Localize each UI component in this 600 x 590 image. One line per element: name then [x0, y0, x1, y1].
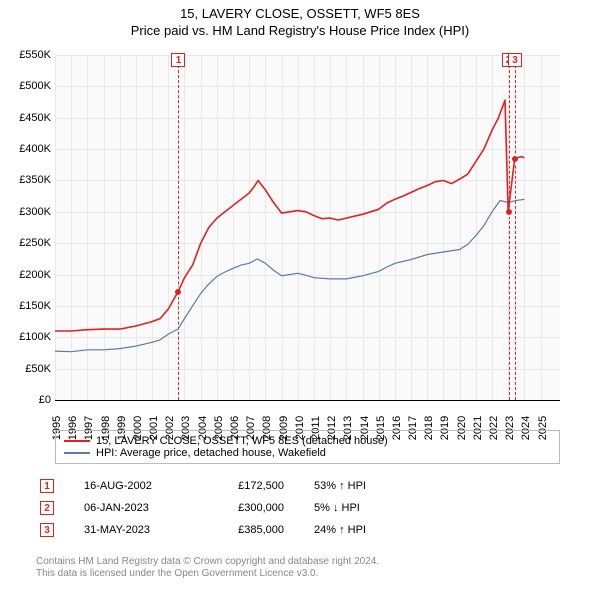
y-axis-label: £150K: [3, 300, 51, 312]
event-date: 06-JAN-2023: [84, 502, 184, 514]
event-row: 2 06-JAN-2023 £300,000 5% ↓ HPI: [40, 497, 414, 519]
y-axis-label: £450K: [3, 112, 51, 124]
event-row: 1 16-AUG-2002 £172,500 53% ↑ HPI: [40, 475, 414, 497]
event-row: 3 31-MAY-2023 £385,000 24% ↑ HPI: [40, 519, 414, 541]
plot-svg: [55, 55, 560, 400]
legend: 15, LAVERY CLOSE, OSSETT, WF5 8ES (detac…: [55, 430, 560, 464]
legend-row-price: 15, LAVERY CLOSE, OSSETT, WF5 8ES (detac…: [64, 435, 551, 447]
footer-line: This data is licensed under the Open Gov…: [36, 568, 379, 580]
y-axis-label: £550K: [3, 49, 51, 61]
event-badge-icon: 2: [40, 501, 54, 515]
chart-subtitle: Price paid vs. HM Land Registry's House …: [0, 23, 600, 38]
y-axis-label: £300K: [3, 206, 51, 218]
event-price: £172,500: [214, 480, 284, 492]
legend-label-hpi: HPI: Average price, detached house, Wake…: [96, 447, 326, 459]
event-diff: 53% ↑ HPI: [314, 480, 414, 492]
y-axis-label: £400K: [3, 143, 51, 155]
legend-swatch-hpi: [64, 452, 90, 454]
y-axis-label: £200K: [3, 269, 51, 281]
title-block: 15, LAVERY CLOSE, OSSETT, WF5 8ES Price …: [0, 0, 600, 40]
event-date: 16-AUG-2002: [84, 480, 184, 492]
footer-line: Contains HM Land Registry data © Crown c…: [36, 556, 379, 568]
y-axis-label: £350K: [3, 174, 51, 186]
y-axis-label: £250K: [3, 237, 51, 249]
event-price: £385,000: [214, 524, 284, 536]
chart: £0£50K£100K£150K£200K£250K£300K£350K£400…: [55, 55, 560, 400]
event-badge-icon: 3: [40, 523, 54, 537]
legend-swatch-price: [64, 440, 90, 442]
y-axis-label: £500K: [3, 80, 51, 92]
event-date: 31-MAY-2023: [84, 524, 184, 536]
y-axis-label: £0: [3, 394, 51, 406]
legend-label-price: 15, LAVERY CLOSE, OSSETT, WF5 8ES (detac…: [96, 435, 388, 447]
y-axis-label: £50K: [3, 363, 51, 375]
event-diff: 5% ↓ HPI: [314, 502, 414, 514]
legend-row-hpi: HPI: Average price, detached house, Wake…: [64, 447, 551, 459]
event-price: £300,000: [214, 502, 284, 514]
y-axis-label: £100K: [3, 331, 51, 343]
event-badge-icon: 1: [40, 479, 54, 493]
event-diff: 24% ↑ HPI: [314, 524, 414, 536]
footer: Contains HM Land Registry data © Crown c…: [36, 556, 379, 580]
events-table: 1 16-AUG-2002 £172,500 53% ↑ HPI 2 06-JA…: [40, 475, 414, 541]
chart-title: 15, LAVERY CLOSE, OSSETT, WF5 8ES: [0, 6, 600, 21]
